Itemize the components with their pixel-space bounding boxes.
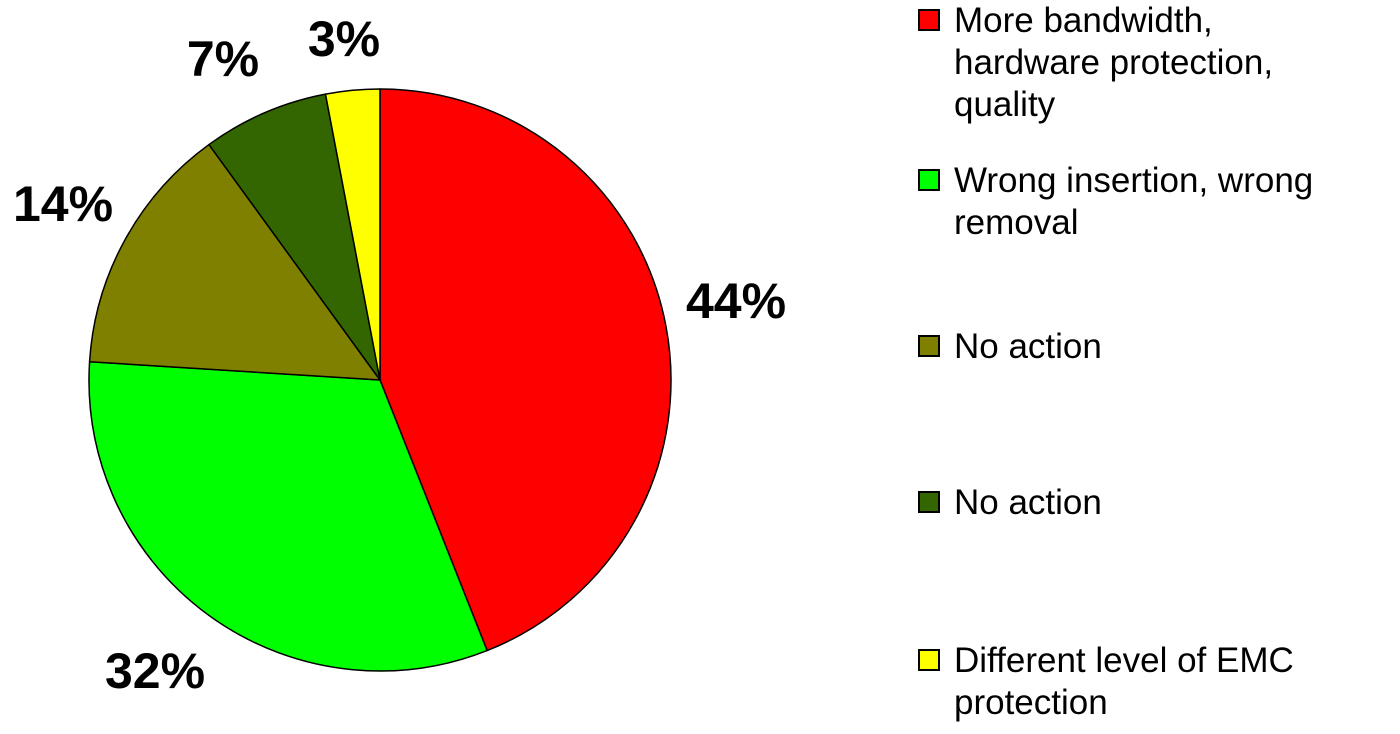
pie-slice-2 [88,360,488,672]
legend-item-4: No action [918,482,1102,524]
pie-slice-4 [208,93,381,381]
legend-swatch [918,649,940,671]
pie-value-label-3: 14% [13,176,113,232]
pie-value-label-1: 44% [686,273,786,329]
pie-slice-1 [379,88,672,652]
pie-slice-3 [88,143,381,381]
pie-value-labels: 44% 32% 14% 7% 3% [13,11,786,699]
legend-item-1: More bandwidth, hardware protection, qua… [918,0,1273,126]
pie-value-label-4: 7% [187,31,259,87]
legend-label: No action [954,327,1102,366]
pie-value-label-5: 3% [308,11,380,67]
legend-label: Wrong insertion, wrong removal [954,161,1314,242]
legend-swatch [918,9,940,31]
legend: More bandwidth, hardware protection, qua… [918,0,1388,734]
legend-swatch [918,491,940,513]
legend-label: Different level of EMC protection [954,641,1294,722]
pie-slice-5 [324,88,381,381]
legend-item-3: No action [918,326,1102,368]
legend-swatch [918,335,940,357]
legend-swatch [918,169,940,191]
legend-label: No action [954,483,1102,522]
legend-label: More bandwidth, hardware protection, qua… [954,1,1274,124]
legend-item-5: Different level of EMC protection [918,640,1294,724]
legend-item-2: Wrong insertion, wrong removal [918,160,1313,244]
pie-value-label-2: 32% [105,643,205,699]
pie-slices [88,88,672,672]
